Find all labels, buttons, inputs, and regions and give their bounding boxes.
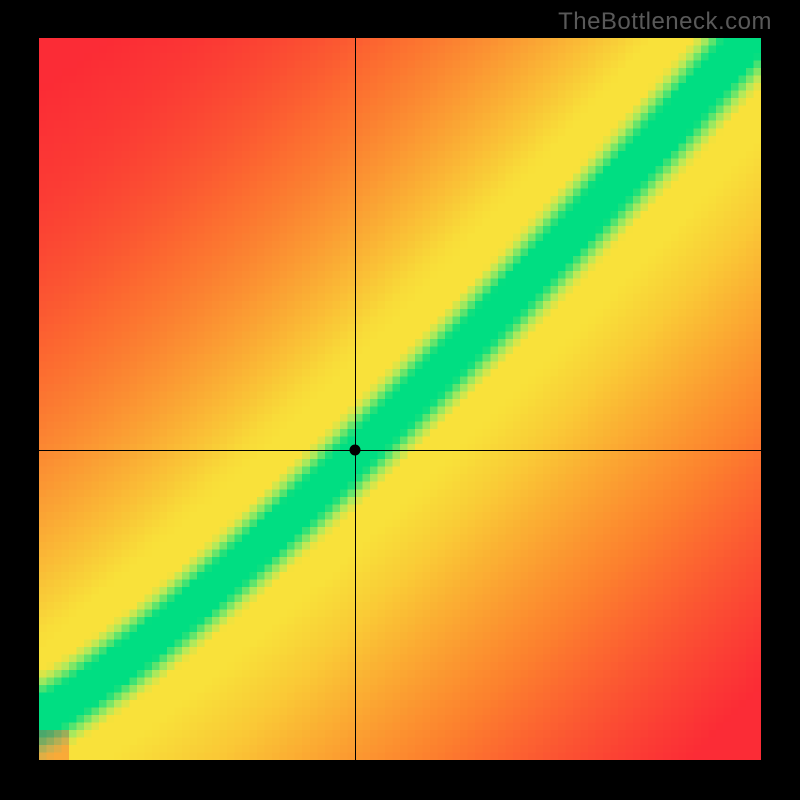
crosshair-marker xyxy=(350,444,361,455)
crosshair-horizontal xyxy=(39,450,761,451)
heatmap-canvas xyxy=(39,38,761,760)
watermark-text: TheBottleneck.com xyxy=(558,8,772,36)
crosshair-vertical xyxy=(355,38,356,760)
bottleneck-heatmap xyxy=(39,38,761,760)
